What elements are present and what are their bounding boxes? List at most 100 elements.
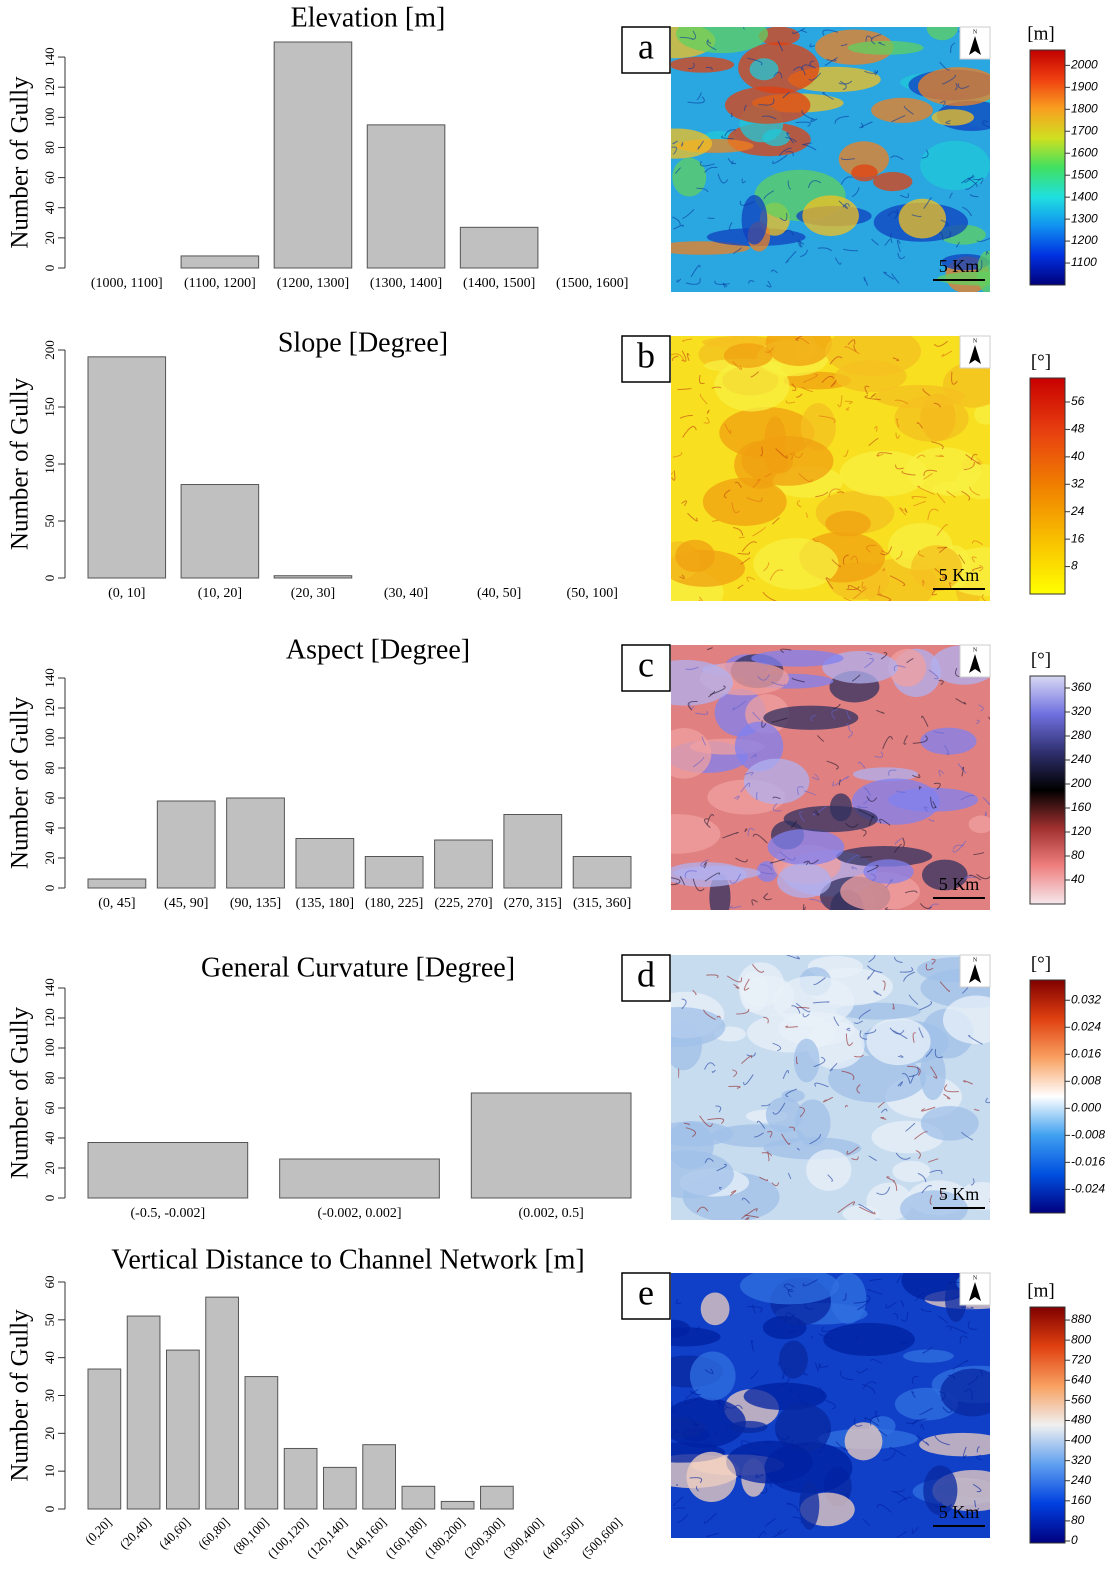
map-texture	[703, 818, 711, 829]
map-texture	[782, 91, 790, 99]
map-texture	[739, 200, 755, 206]
map-texture	[671, 353, 685, 361]
map-texture	[741, 1197, 750, 1204]
map-texture	[782, 1366, 787, 1380]
map-patch	[758, 27, 800, 46]
map-texture	[893, 665, 906, 672]
map-texture	[756, 1120, 766, 1129]
map-texture	[799, 1106, 805, 1118]
map-patch	[976, 250, 990, 292]
map-texture	[770, 858, 786, 864]
map-texture	[923, 197, 932, 209]
map-texture	[682, 425, 697, 438]
map-patch	[741, 195, 768, 245]
map-texture	[947, 1374, 956, 1380]
map-texture	[735, 857, 748, 863]
map-texture	[683, 1122, 691, 1126]
y-tick-label: 140	[42, 47, 57, 67]
map-texture	[725, 1424, 729, 1434]
map-texture	[853, 1020, 864, 1024]
map-texture	[671, 355, 679, 361]
map-texture	[921, 1106, 936, 1112]
y-tick-label: 140	[42, 668, 57, 688]
map-texture	[866, 544, 876, 553]
map-texture	[698, 596, 703, 601]
map-texture	[963, 174, 974, 183]
north-arrow	[969, 654, 981, 673]
map-texture	[723, 489, 731, 499]
map-texture	[679, 415, 693, 419]
map-image	[671, 645, 990, 910]
map-texture	[840, 176, 853, 186]
colorbar-tick-label: 800	[1071, 1332, 1091, 1346]
map-texture	[962, 1446, 967, 1458]
map-texture	[884, 238, 891, 246]
map-texture	[734, 481, 742, 488]
map-texture	[688, 62, 695, 70]
map-texture	[916, 422, 923, 429]
colorbar	[1029, 1306, 1066, 1544]
map-texture	[942, 1406, 953, 1414]
map-patch	[871, 97, 933, 123]
colorbar	[1029, 377, 1066, 595]
map-texture	[685, 277, 701, 285]
bar	[87, 356, 167, 579]
map-patch	[777, 863, 832, 898]
map-image	[671, 27, 990, 292]
map-texture	[837, 491, 844, 494]
map-texture	[792, 66, 806, 76]
map-texture	[862, 1518, 870, 1526]
map-texture	[934, 1435, 950, 1446]
map-texture	[960, 176, 975, 184]
map-texture	[826, 58, 837, 62]
map-texture	[818, 1333, 835, 1339]
bar	[401, 1485, 436, 1510]
map-texture	[673, 1507, 686, 1510]
map-patch	[830, 1273, 867, 1324]
map-texture	[732, 700, 747, 711]
y-tick-label: 120	[42, 698, 57, 718]
map-texture	[912, 1418, 927, 1426]
map-texture	[928, 669, 939, 680]
bar	[434, 839, 493, 889]
map-texture	[912, 735, 928, 744]
map-texture	[671, 1430, 679, 1437]
map-patch	[836, 1002, 921, 1020]
map-texture	[791, 1005, 801, 1014]
map-patch	[866, 1017, 931, 1066]
map-texture	[721, 135, 734, 140]
map-texture	[771, 717, 788, 723]
map-texture	[984, 120, 989, 124]
map-texture	[797, 240, 805, 248]
map-texture	[809, 43, 815, 48]
map-texture	[729, 905, 742, 909]
map-texture	[716, 1163, 727, 1172]
map-texture	[810, 714, 817, 722]
map-texture	[863, 787, 872, 797]
map-texture	[679, 876, 686, 886]
map-texture	[894, 1491, 908, 1501]
map-texture	[880, 1117, 887, 1120]
map-texture	[954, 83, 958, 91]
map-texture	[704, 872, 720, 882]
map-texture	[955, 241, 960, 248]
map-texture	[741, 1208, 758, 1219]
map-texture	[785, 1313, 795, 1320]
map-texture	[901, 470, 916, 476]
map-texture	[780, 648, 792, 653]
map-patch	[689, 1351, 736, 1401]
map-texture	[845, 1033, 854, 1046]
map-texture	[772, 517, 780, 525]
colorbar-tick-label: -0.024	[1071, 1182, 1105, 1196]
map-texture	[976, 237, 990, 243]
map-texture	[933, 782, 941, 790]
map-texture	[864, 1417, 880, 1427]
map-texture	[971, 566, 982, 572]
map-texture	[982, 119, 990, 128]
y-tick-label: 0	[42, 265, 57, 272]
map-texture	[853, 1054, 864, 1058]
map-texture	[870, 392, 877, 398]
map-texture	[970, 453, 978, 461]
map-texture	[699, 393, 708, 405]
map-texture	[706, 974, 719, 979]
